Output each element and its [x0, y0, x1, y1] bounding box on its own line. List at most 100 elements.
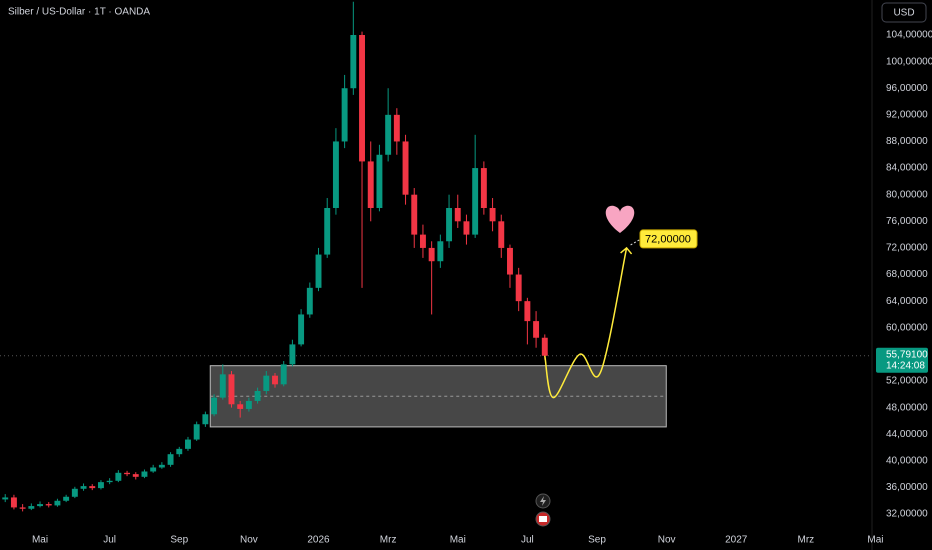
x-tick-label: 2026 — [307, 535, 330, 546]
y-tick-label: 104,00000 — [886, 30, 932, 41]
y-tick-label: 60,00000 — [886, 322, 928, 333]
candle-body — [185, 439, 191, 449]
countdown-label: 14:24:08 — [886, 360, 925, 371]
annotation-box — [639, 229, 698, 249]
plot-area — [0, 1, 872, 512]
candle-body — [263, 375, 270, 391]
candle-body — [54, 500, 61, 506]
candle-body — [254, 390, 261, 401]
y-tick-label: 32,00000 — [886, 509, 928, 520]
candle-body — [193, 424, 200, 440]
candle-body — [71, 488, 78, 497]
candle-body — [437, 241, 444, 262]
candle-body — [132, 474, 139, 477]
candle-body — [2, 497, 9, 500]
projection-curve — [544, 247, 628, 399]
candle-body — [515, 274, 522, 302]
candle-body — [341, 88, 348, 142]
candle-body — [63, 496, 70, 501]
candle-body — [446, 207, 453, 242]
chart-title: Silber / US-Dollar · 1T · OANDA — [8, 7, 150, 18]
event-icon-glyph — [540, 496, 546, 506]
y-tick-label: 100,00000 — [886, 56, 932, 67]
candle-body — [45, 504, 52, 506]
x-tick-label: Jul — [521, 535, 534, 546]
candle-body — [507, 247, 513, 275]
x-tick-label: Nov — [240, 535, 258, 546]
x-tick-label: Nov — [658, 535, 676, 546]
currency-label: USD — [893, 8, 914, 19]
candle-body — [541, 337, 548, 356]
candle-body — [202, 414, 209, 425]
annotation-label: 72,00000 — [645, 233, 691, 245]
x-tick-label: Mai — [450, 535, 466, 546]
x-tick-label: Mrz — [798, 535, 815, 546]
candle-body — [428, 247, 435, 262]
y-tick-label: 68,00000 — [886, 269, 928, 280]
event-icons — [535, 493, 551, 527]
candle-body — [289, 344, 296, 365]
candle-body — [419, 234, 426, 248]
candle-body — [115, 472, 122, 481]
candle-body — [228, 374, 235, 405]
candle-body — [237, 404, 244, 409]
x-tick-label: Mrz — [380, 535, 397, 546]
candle-body — [524, 301, 531, 322]
candle-body — [332, 141, 339, 208]
candle-body — [106, 480, 113, 483]
candle-body — [498, 221, 505, 248]
y-tick-label: 96,00000 — [886, 83, 928, 94]
y-tick-label: 48,00000 — [886, 402, 928, 413]
x-tick-label: Mai — [32, 535, 48, 546]
y-tick-label: 52,00000 — [886, 376, 928, 387]
candle-body — [298, 314, 305, 345]
y-tick-label: 84,00000 — [886, 163, 928, 174]
candle-body — [472, 168, 479, 235]
event-icon-glyph — [539, 516, 547, 522]
x-tick-label: Sep — [588, 535, 606, 546]
candle-body — [359, 34, 365, 162]
y-tick-label: 76,00000 — [886, 216, 928, 227]
candle-body — [219, 374, 226, 398]
candle-body — [37, 504, 43, 507]
candle-body — [454, 207, 461, 222]
candle-body — [176, 448, 183, 455]
y-tick-label: 64,00000 — [886, 296, 928, 307]
last-price-label: 55,79100 — [886, 349, 928, 360]
candle-body — [376, 154, 383, 208]
candle-body — [533, 321, 540, 338]
candle-body — [489, 207, 496, 222]
x-tick-label: Sep — [170, 535, 188, 546]
y-tick-label: 36,00000 — [886, 482, 928, 493]
x-tick-label: Jul — [103, 535, 116, 546]
candle-body — [315, 254, 322, 288]
candle-body — [150, 467, 157, 472]
candle-body — [89, 486, 96, 489]
candle-body — [97, 482, 104, 489]
currency-button[interactable] — [881, 2, 927, 23]
candle-body — [306, 287, 313, 315]
candle-body — [393, 114, 400, 142]
candle-body — [385, 114, 392, 155]
candle-body — [272, 375, 278, 385]
candle-body — [411, 194, 418, 235]
y-tick-label: 40,00000 — [886, 455, 928, 466]
candle-body — [19, 507, 26, 509]
y-tick-label: 80,00000 — [886, 189, 928, 200]
candle-body — [245, 400, 252, 409]
candle-body — [28, 506, 35, 509]
candle-body — [480, 168, 487, 208]
candle-body — [158, 464, 165, 468]
candle-body — [324, 207, 331, 255]
candle-body — [124, 472, 131, 475]
last-price-tag — [876, 347, 928, 373]
candle-body — [367, 161, 374, 208]
candle-body — [463, 221, 470, 235]
candle-body — [80, 486, 87, 489]
candle-body — [280, 364, 287, 385]
x-tick-label: Mai — [867, 535, 883, 546]
y-tick-label: 88,00000 — [886, 136, 928, 147]
candle-body — [167, 454, 174, 465]
